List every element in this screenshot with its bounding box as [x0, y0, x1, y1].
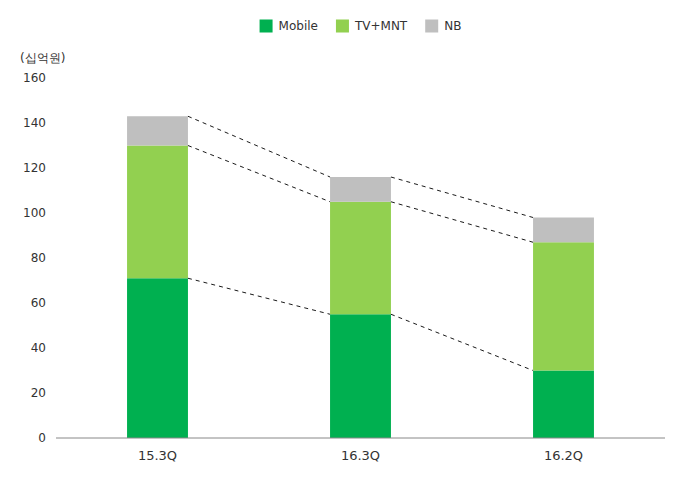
y-tick-label: 80 [31, 251, 46, 265]
legend: Mobile TV+MNT NB [260, 19, 462, 33]
bar-segment [533, 218, 594, 243]
x-tick-label: 16.2Q [544, 448, 583, 463]
y-tick-label: 60 [31, 296, 46, 310]
x-tick-label: 15.3Q [138, 448, 177, 463]
x-axis-line [56, 438, 665, 439]
connector-line [188, 278, 330, 314]
connector-line [391, 314, 533, 370]
legend-swatch [336, 20, 349, 33]
connector-line [188, 146, 330, 202]
chart-container: 0 20 40 60 80 100 120 140 160 (십억원) 15.3Q 16.3Q 16.2… [0, 0, 689, 482]
legend-swatch [425, 20, 438, 33]
bar-segment [127, 278, 188, 438]
legend-label: Mobile [279, 19, 318, 33]
bar-segment [533, 371, 594, 439]
bar-segment [533, 242, 594, 370]
x-tick-label: 16.3Q [341, 448, 380, 463]
y-tick-label: 40 [31, 341, 46, 355]
legend-label: NB [444, 19, 461, 33]
y-tick-label: 160 [23, 71, 46, 85]
legend-swatch [260, 20, 273, 33]
y-axis: 0 20 40 60 80 100 120 140 160 [23, 71, 46, 445]
connector-line [188, 116, 330, 177]
legend-label: TV+MNT [354, 19, 408, 33]
y-tick-label: 100 [23, 206, 46, 220]
x-axis: 15.3Q 16.3Q 16.2Q [138, 448, 583, 463]
bar-segment [127, 116, 188, 145]
connector-line [391, 177, 533, 218]
y-tick-label: 0 [38, 431, 46, 445]
bar-segment [127, 146, 188, 279]
y-tick-label: 140 [23, 116, 46, 130]
y-tick-label: 120 [23, 161, 46, 175]
bars [127, 116, 594, 438]
bar-segment [330, 314, 391, 438]
bar-segment [330, 202, 391, 315]
y-tick-label: 20 [31, 386, 46, 400]
connector-line [391, 202, 533, 243]
y-axis-label: (십억원) [20, 51, 65, 65]
connectors [188, 116, 533, 370]
chart-svg: 0 20 40 60 80 100 120 140 160 (십억원) 15.3Q 16.3Q 16.2… [0, 0, 689, 482]
bar-segment [330, 177, 391, 202]
